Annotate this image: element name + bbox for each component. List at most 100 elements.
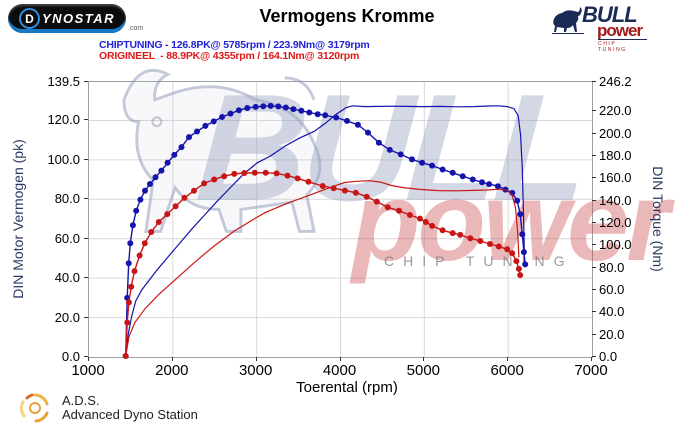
curve-marker [333, 114, 340, 121]
curve-marker [520, 249, 527, 256]
curve-marker [131, 268, 138, 275]
curve-marker [298, 107, 305, 114]
y-axis-right-tickmark [592, 177, 596, 179]
curve-marker [294, 175, 301, 182]
ads-logo: A.D.S. Advanced Dyno Station [16, 390, 198, 426]
curve-marker [152, 174, 159, 181]
curve-marker [386, 146, 393, 153]
curve-marker [178, 144, 185, 151]
curve-marker [260, 103, 267, 110]
curve-marker [148, 229, 155, 235]
y-axis-left-tickmark [84, 237, 88, 239]
curve-marker [459, 173, 466, 180]
y-axis-right-tickmark [592, 132, 596, 134]
curve-marker [330, 185, 337, 192]
curve-marker [494, 183, 501, 190]
y-axis-left-tick-label: 60.0 [54, 230, 80, 246]
y-axis-right-tick-label: 180.0 [599, 147, 632, 163]
curve-marker [417, 215, 423, 222]
x-axis-tick-label: 7000 [574, 362, 608, 379]
curve-marker [172, 203, 179, 210]
curve-marker [429, 162, 436, 169]
x-axis-tickmark [423, 357, 425, 361]
curve-marker [171, 151, 178, 158]
ads-name: Advanced Dyno Station [62, 407, 198, 422]
curve-marker [181, 194, 188, 201]
curve-chiptuning-koppel-nm- [125, 105, 526, 357]
curve-marker [517, 211, 524, 218]
y-axis-right-tickmark [592, 199, 596, 201]
curve-marker [504, 246, 511, 253]
y-axis-left-tick-label: 20.0 [54, 309, 80, 325]
curve-marker [124, 319, 131, 326]
curve-marker [467, 235, 474, 242]
curve-marker [252, 103, 259, 110]
y-axis-right-tick-label: 60.0 [599, 281, 625, 297]
curve-marker [457, 231, 464, 238]
y-axis-right-tickmark [592, 288, 596, 290]
curve-marker [275, 103, 282, 110]
y-axis-right-tick-label: 200.0 [599, 125, 632, 141]
y-axis-right-tickmark [592, 244, 596, 246]
y-axis-right-tickmark [592, 154, 596, 156]
dynostar-logo: D YNOSTAR [8, 4, 126, 33]
x-axis-tickmark [88, 357, 89, 361]
x-axis-tick-label: 2000 [155, 362, 189, 379]
curve-marker [227, 110, 234, 117]
ads-swirl-icon [19, 393, 49, 423]
y-axis-right-tickmark [592, 356, 596, 357]
curve-marker [439, 227, 446, 234]
y-axis-right-tick-label: 220.0 [599, 103, 632, 119]
curve-marker [397, 151, 404, 158]
y-axis-right-tickmark [592, 333, 596, 335]
curve-marker [352, 189, 359, 196]
curve-marker [384, 204, 391, 211]
y-axis-left-tick-label: 40.0 [54, 270, 80, 286]
curve-marker [221, 173, 228, 180]
curve-marker [469, 176, 476, 183]
y-axis-right-tick-label: 20.0 [599, 326, 625, 342]
curve-marker [262, 169, 269, 176]
y-axis-left-tickmark [84, 119, 88, 121]
curve-marker [419, 159, 426, 166]
y-axis-right-tick-label: 40.0 [599, 304, 625, 320]
curve-marker [201, 180, 208, 187]
curve-marker [127, 240, 134, 247]
bull-icon [552, 7, 584, 34]
curve-marker [406, 212, 413, 218]
y-axis-right-title: DIN Torque (Nm) [650, 166, 666, 272]
curve-marker [344, 117, 350, 124]
curve-marker [235, 107, 242, 114]
curve-marker [202, 122, 209, 129]
curve-marker [422, 219, 429, 225]
curve-marker [314, 111, 321, 118]
x-axis-tickmark [591, 357, 592, 361]
curve-marker [137, 196, 144, 203]
legend-origineel: ORIGINEEL - 88.9PK@ 4355rpm / 164.1Nm@ 3… [99, 50, 360, 62]
curve-marker [186, 134, 192, 141]
curve-marker [129, 222, 136, 229]
x-axis-tickmark [171, 357, 173, 361]
curve-marker [125, 260, 132, 267]
curve-marker [486, 181, 493, 188]
curve-marker [319, 183, 326, 189]
y-axis-left-tick-label: 0.0 [61, 349, 80, 364]
curve-marker [273, 170, 280, 177]
curve-marker [322, 112, 329, 119]
bullpower-logo: BULL power CHIP TUNING [552, 2, 647, 53]
dynostar-logo-text: YNOSTAR [41, 11, 116, 26]
curve-marker [282, 104, 289, 111]
y-axis-right-tickmark [592, 221, 596, 223]
y-axis-left-tick-label: 100.0 [47, 151, 80, 167]
curve-marker [515, 265, 522, 272]
y-axis-right-tick-label: 120.0 [599, 214, 632, 230]
y-axis-right-tick-label: 100.0 [599, 237, 632, 253]
y-axis-right-tick-label: 80.0 [599, 259, 625, 275]
curve-marker [409, 156, 415, 163]
dynostar-logo-suffix: .com [128, 25, 144, 32]
curve-marker [365, 129, 371, 136]
curve-marker [517, 272, 524, 279]
x-axis-tickmark [255, 357, 257, 361]
curve-marker [513, 258, 520, 265]
curve-marker [164, 211, 171, 218]
